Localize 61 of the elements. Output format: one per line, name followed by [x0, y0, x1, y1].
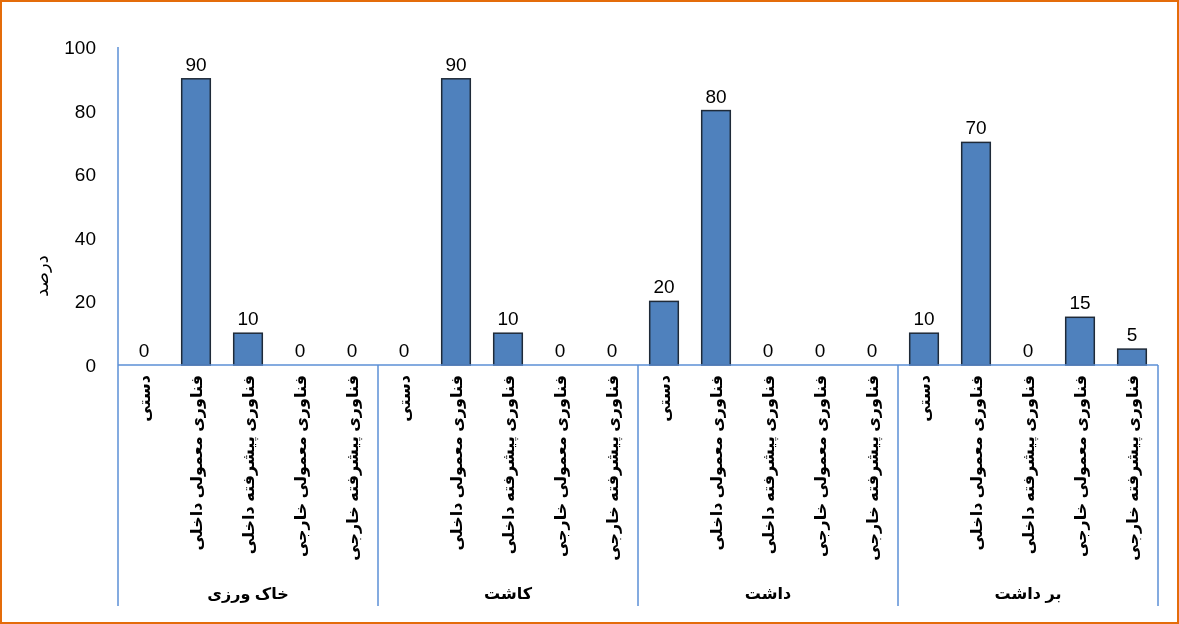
data-label: 0	[1022, 340, 1034, 361]
x-tick-label: فناوری پیشرفته داخلی	[760, 375, 779, 555]
data-label: 0	[138, 340, 150, 361]
y-tick-label: 80	[74, 100, 96, 122]
data-label: 5	[1126, 324, 1138, 346]
x-tick-label: فناوری پیشرفته خارجی	[344, 375, 363, 561]
data-label: 0	[606, 340, 618, 361]
bar	[1116, 348, 1148, 366]
y-tick-label: 100	[64, 37, 96, 58]
text: خاک ورزی	[207, 585, 289, 603]
x-tick-label: دستی	[396, 375, 413, 422]
data-label: 80	[705, 85, 727, 107]
y-tick-label: 60	[74, 164, 96, 186]
x-tick-label: فناوری پیشرفته خارجی	[1124, 375, 1143, 561]
bar	[700, 109, 732, 366]
text: بر داشت	[994, 585, 1062, 603]
x-tick-label: فناوری معمولی داخلی	[708, 375, 726, 551]
bar	[908, 332, 940, 366]
data-label: 10	[237, 308, 259, 330]
data-label: 70	[965, 117, 987, 139]
data-label: 0	[294, 340, 306, 361]
data-label: 0	[554, 340, 566, 361]
data-label: 0	[346, 340, 358, 361]
x-tick-label: فناوری معمولی خارجی	[552, 375, 570, 558]
data-label: 15	[1069, 292, 1091, 314]
bar	[960, 141, 992, 366]
data-label: 0	[866, 340, 878, 361]
data-label: 0	[398, 340, 410, 361]
x-tick-label: دستی	[656, 375, 673, 422]
bar	[492, 332, 524, 366]
y-tick-label: 20	[74, 291, 96, 313]
x-tick-label: فناوری معمولی خارجی	[812, 375, 830, 558]
x-tick-label: فناوری پیشرفته داخلی	[1020, 375, 1039, 555]
bar	[440, 78, 472, 366]
x-tick-label: دستی	[916, 375, 933, 422]
y-axis-title: درصد	[32, 255, 52, 297]
bar	[648, 300, 680, 366]
text: کاشت	[484, 585, 533, 602]
bar	[1064, 316, 1096, 366]
data-label: 20	[653, 276, 675, 298]
y-tick-label: 0	[85, 355, 96, 376]
text: داشت	[744, 585, 792, 602]
x-tick-label: فناوری معمولی داخلی	[188, 375, 206, 551]
data-label: 10	[913, 308, 935, 330]
x-tick-label: فناوری معمولی داخلی	[448, 375, 466, 551]
x-tick-label: فناوری معمولی خارجی	[292, 375, 310, 558]
data-label: 0	[762, 340, 774, 361]
data-label: 10	[497, 308, 519, 330]
bar	[232, 332, 264, 366]
bar	[180, 78, 212, 366]
x-tick-label: فناوری پیشرفته خارجی	[604, 375, 623, 561]
x-tick-label: دستی	[136, 375, 153, 422]
data-label: 90	[445, 53, 467, 75]
x-tick-label: فناوری معمولی داخلی	[968, 375, 986, 551]
x-tick-label: فناوری پیشرفته داخلی	[240, 375, 259, 555]
x-tick-label: فناوری پیشرفته داخلی	[500, 375, 519, 555]
data-label: 0	[814, 340, 826, 361]
x-tick-label: فناوری پیشرفته خارجی	[864, 375, 883, 561]
x-tick-label: فناوری معمولی خارجی	[1072, 375, 1090, 558]
y-tick-label: 40	[74, 227, 96, 249]
data-label: 90	[185, 53, 207, 75]
